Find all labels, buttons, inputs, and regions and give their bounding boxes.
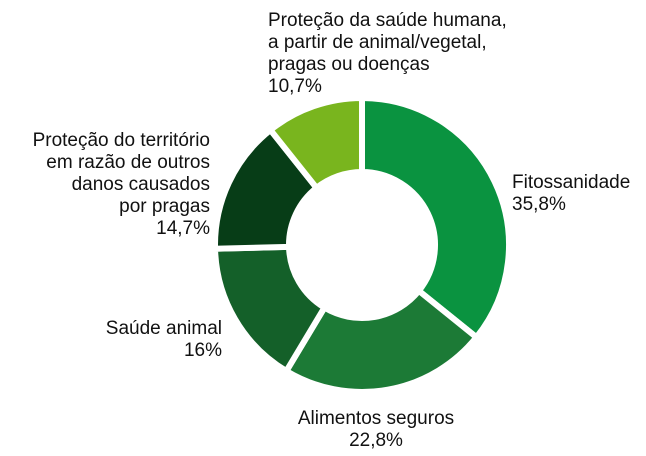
slice-label: Proteção da saúde humana, a partir de an… (268, 10, 507, 98)
category-label: Saúde animal (105, 318, 222, 339)
slice-label: Fitossanidade 35,8% (512, 172, 630, 216)
value-label: 10,7% (268, 76, 322, 97)
category-label: Fitossanidade (512, 172, 631, 193)
slice (359, 94, 512, 342)
slice-label: Alimentos seguros 22,8% (296, 408, 456, 452)
value-label: 22,8% (349, 430, 403, 451)
slice-label: Proteção do território em razão de outro… (33, 130, 210, 240)
slice-label: Saúde animal 16% (106, 318, 222, 362)
category-label: Alimentos seguros (297, 408, 455, 429)
slice (282, 286, 481, 395)
category-label: Proteção da saúde humana, a partir de an… (268, 10, 507, 75)
slice (266, 94, 365, 193)
value-label: 16% (183, 340, 222, 361)
category-label: Proteção do território em razão de outro… (32, 130, 210, 217)
value-label: 35,8% (512, 194, 566, 215)
value-label: 14,7% (156, 218, 210, 239)
